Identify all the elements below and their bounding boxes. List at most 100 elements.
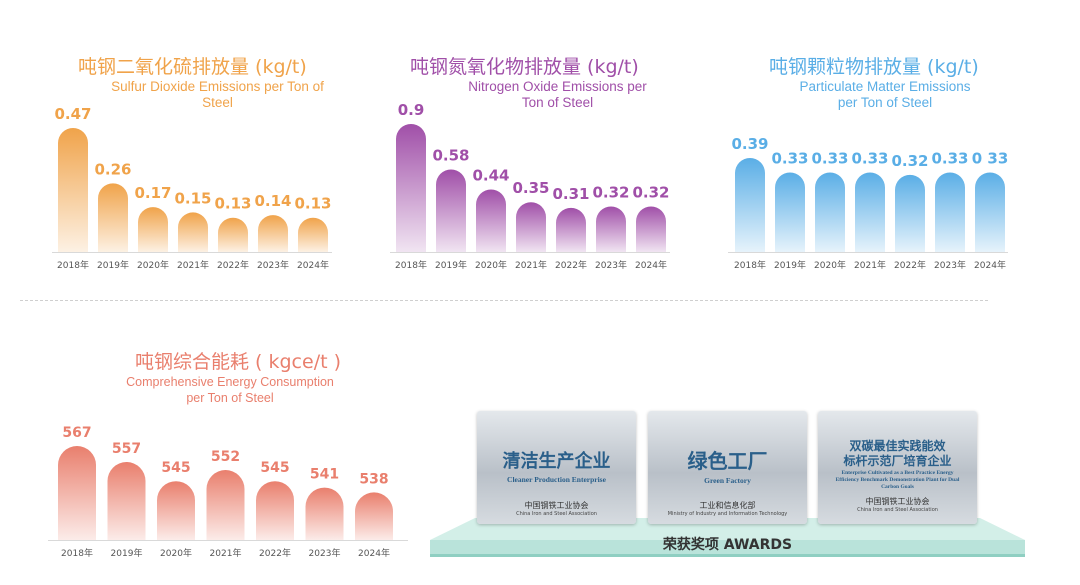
pm-bar xyxy=(815,172,845,252)
so2-year-label: 2018年 xyxy=(57,259,89,271)
so2-value-label: 0.15 xyxy=(174,189,211,207)
pm-bar xyxy=(895,174,925,252)
so2-year-label: 2021年 xyxy=(177,259,209,271)
energy-bar xyxy=(256,481,294,540)
so2-value-label: 0.13 xyxy=(294,195,331,213)
section-divider xyxy=(20,300,988,301)
energy-value-label: 545 xyxy=(260,460,289,476)
nox-value-label: 0.58 xyxy=(432,147,469,165)
award-title-line1: 双碳最佳实践能效 xyxy=(849,439,946,453)
awards-platform: 荣获奖项 AWARDS xyxy=(430,518,1025,558)
pm-value-label: 0.32 xyxy=(891,152,928,170)
awards-label: 荣获奖项 AWARDS xyxy=(662,537,793,553)
award-title: 绿色工厂 xyxy=(687,449,768,473)
so2-bar xyxy=(138,207,168,252)
so2-bar xyxy=(218,217,248,252)
energy-year-label: 2024年 xyxy=(358,547,390,559)
nox-bar xyxy=(436,169,466,252)
so2-bar xyxy=(298,217,328,252)
energy-bars: 567 2018年 557 2019年 545 2020年 552 2021年 545 2022年… xyxy=(48,425,408,559)
nox-value-label: 0.32 xyxy=(592,183,629,201)
pm-value-label: 0.33 xyxy=(771,149,808,167)
nox-value-label: 0.32 xyxy=(632,183,669,201)
energy-bar xyxy=(58,446,96,540)
award-issuer: 工业和信息化部 xyxy=(699,501,756,510)
so2-bar xyxy=(258,215,288,252)
pm-year-label: 2021年 xyxy=(854,259,886,271)
pm-chart-title: 吨钢颗粒物排放量 (kg/t) xyxy=(769,56,979,78)
energy-year-label: 2019年 xyxy=(111,547,143,559)
energy-year-label: 2022年 xyxy=(259,547,291,559)
award-dual-carbon-benchmark: 双碳最佳实践能效 标杆示范厂培育企业 Enterprise Cultivated… xyxy=(818,411,977,524)
energy-year-label: 2021年 xyxy=(210,547,242,559)
energy-value-label: 552 xyxy=(211,449,240,465)
pm-year-label: 2018年 xyxy=(734,259,766,271)
award-title-en: Cleaner Production Enterprise xyxy=(507,475,606,484)
nox-bar xyxy=(596,206,626,252)
nox-bar xyxy=(556,207,586,252)
nox-year-label: 2023年 xyxy=(595,259,627,271)
energy-bar xyxy=(305,487,344,540)
so2-chart-subtitle: Sulfur Dioxide Emissions per Ton of Stee… xyxy=(111,79,324,110)
nox-bar xyxy=(396,124,426,252)
nox-bar xyxy=(636,206,666,252)
pm-value-label: 0.33 xyxy=(851,149,888,167)
energy-chart-title: 吨钢综合能耗 ( kgce/t ) xyxy=(135,351,341,373)
nox-bar xyxy=(516,202,546,252)
award-title-en: Enterprise Cultivated as a Best Practice… xyxy=(835,470,960,490)
award-issuer-en: China Iron and Steel Association xyxy=(857,507,938,513)
award-title-en: Green Factory xyxy=(704,476,751,485)
energy-value-label: 545 xyxy=(161,460,190,476)
nox-year-label: 2022年 xyxy=(555,259,587,271)
pm-bars: 0.39 2018年 0.33 2019年 0.33 2020年 0.33 2021年 0.32… xyxy=(728,135,1008,271)
award-title: 清洁生产企业 xyxy=(502,451,611,472)
so2-year-label: 2022年 xyxy=(217,259,249,271)
pm-year-label: 2019年 xyxy=(774,259,806,271)
energy-bar xyxy=(206,470,245,540)
pm-year-label: 2023年 xyxy=(934,259,966,271)
pm-year-label: 2022年 xyxy=(894,259,926,271)
nox-year-label: 2021年 xyxy=(515,259,547,271)
nox-year-label: 2020年 xyxy=(475,259,507,271)
so2-bar xyxy=(58,128,88,252)
nox-chart-subtitle: Nitrogen Oxide Emissions per Ton of Stee… xyxy=(468,79,647,110)
energy-bar xyxy=(355,492,393,540)
pm-bar xyxy=(975,172,1005,252)
pm-bar xyxy=(735,158,765,252)
so2-bar xyxy=(178,212,208,252)
so2-value-label: 0.17 xyxy=(134,184,171,202)
nox-year-label: 2019年 xyxy=(435,259,467,271)
pm-bar xyxy=(935,172,965,252)
award-title-line2: 标杆示范厂培育企业 xyxy=(843,454,952,468)
award-issuer-en: China Iron and Steel Association xyxy=(516,511,597,517)
energy-bar xyxy=(107,462,146,540)
energy-value-label: 567 xyxy=(62,425,91,441)
so2-year-label: 2024年 xyxy=(297,259,329,271)
energy-value-label: 541 xyxy=(310,467,339,483)
so2-year-label: 2023年 xyxy=(257,259,289,271)
award-issuer: 中国钢铁工业协会 xyxy=(524,501,589,510)
so2-bar xyxy=(98,183,128,252)
energy-value-label: 557 xyxy=(112,441,141,457)
energy-value-label: 538 xyxy=(359,471,388,487)
pm-year-label: 2020年 xyxy=(814,259,846,271)
nox-value-label: 0.44 xyxy=(472,166,509,184)
so2-value-label: 0.26 xyxy=(94,160,131,178)
nox-bar xyxy=(476,189,506,252)
so2-year-label: 2019年 xyxy=(97,259,129,271)
award-issuer-en: Ministry of Industry and Information Tec… xyxy=(667,511,788,517)
pm-year-label: 2024年 xyxy=(974,259,1006,271)
so2-year-label: 2020年 xyxy=(137,259,169,271)
nox-year-label: 2024年 xyxy=(635,259,667,271)
pm-value-label: 0.33 xyxy=(811,149,848,167)
nox-year-label: 2018年 xyxy=(395,259,427,271)
nox-value-label: 0.31 xyxy=(552,185,589,203)
award-green-factory: 绿色工厂 Green Factory 工业和信息化部 Ministry of I… xyxy=(648,411,807,524)
nox-value-label: 0.35 xyxy=(512,179,549,197)
pm-value-label: 0 33 xyxy=(972,149,1009,167)
energy-year-label: 2023年 xyxy=(309,547,341,559)
pm-value-label: 0.39 xyxy=(731,135,768,153)
energy-bar xyxy=(157,481,195,540)
energy-year-label: 2020年 xyxy=(160,547,192,559)
pm-value-label: 0.33 xyxy=(931,149,968,167)
